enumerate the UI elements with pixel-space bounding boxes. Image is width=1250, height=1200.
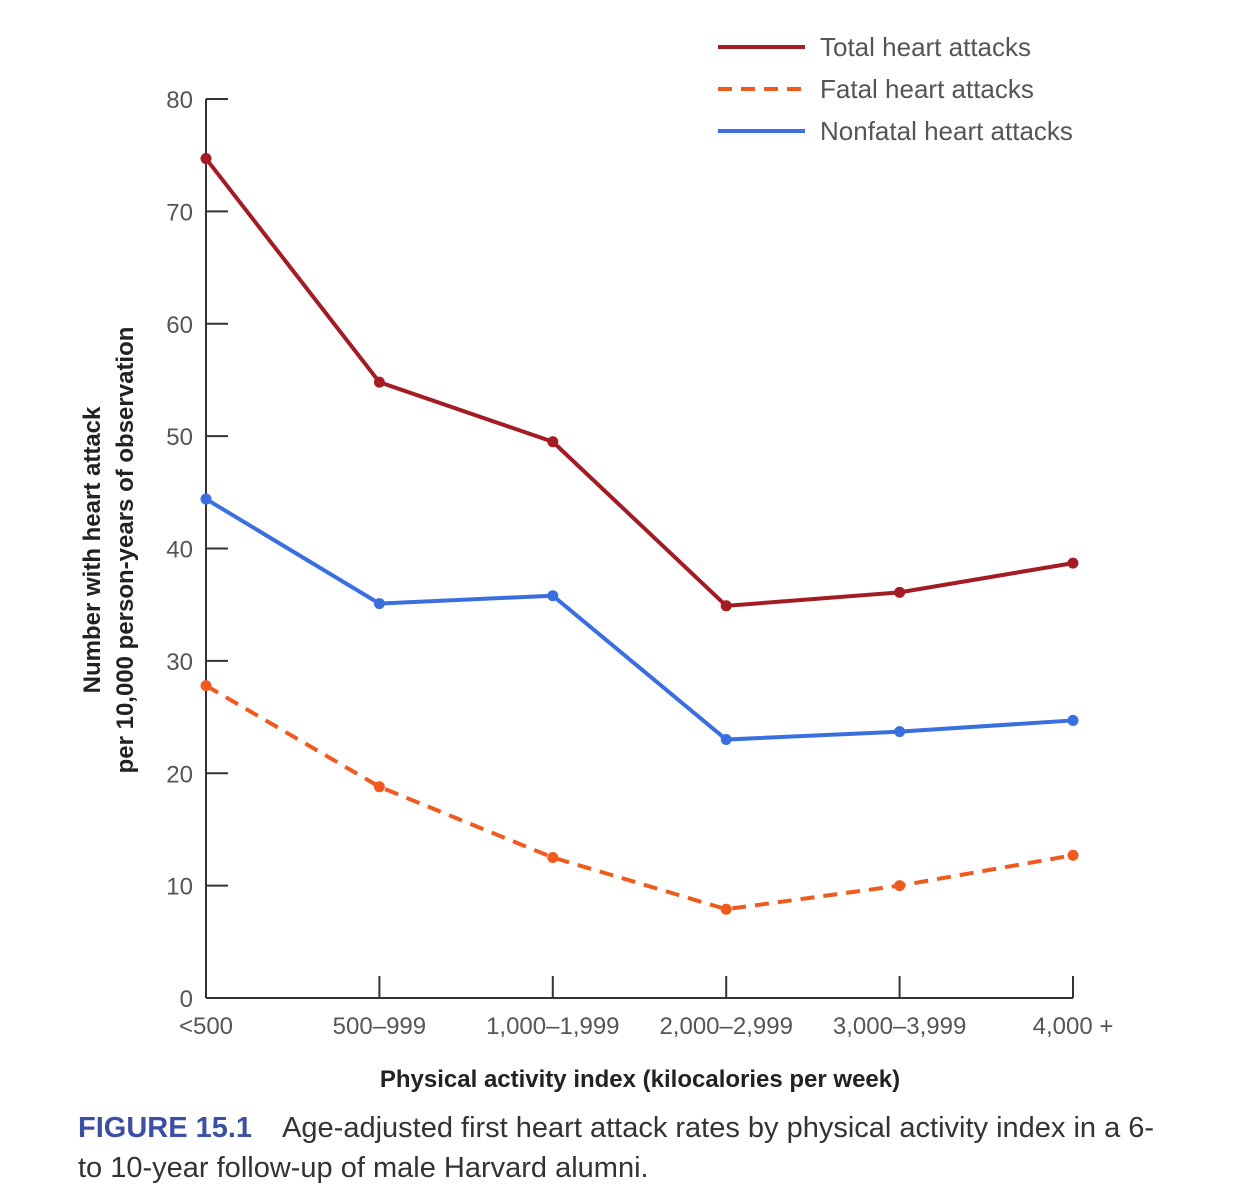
- data-point: [200, 153, 212, 165]
- y-tick-label: 80: [166, 87, 193, 114]
- x-tick-label: 500–999: [333, 1013, 426, 1040]
- data-point: [373, 598, 385, 610]
- data-point: [1067, 557, 1079, 569]
- x-tick-label: 3,000–3,999: [833, 1013, 966, 1040]
- legend: Total heart attacks Fatal heart attacks No…: [718, 32, 1073, 146]
- y-tick-label: 40: [166, 537, 193, 564]
- y-tick-label: 50: [166, 424, 193, 451]
- figure-caption: FIGURE 15.1 Age-adjusted first heart atta…: [78, 1108, 1178, 1188]
- y-axis-label-line1: Number with heart attack: [79, 406, 106, 693]
- figure-label: FIGURE 15.1: [78, 1112, 253, 1144]
- y-tick-label: 70: [166, 199, 193, 226]
- data-point: [200, 680, 212, 692]
- figure-caption-text: Age-adjusted first heart attack rates by…: [78, 1112, 1155, 1184]
- x-axis-label: Physical activity index (kilocalories pe…: [380, 1066, 900, 1093]
- data-point: [547, 436, 559, 448]
- data-point: [373, 376, 385, 388]
- data-point: [894, 586, 906, 598]
- data-point: [894, 726, 906, 738]
- data-point: [720, 600, 732, 612]
- data-point: [373, 781, 385, 793]
- y-tick-label: 30: [166, 649, 193, 676]
- x-tick-label: <500: [179, 1013, 233, 1040]
- x-axis: <500 500–999 1,000–1,999 2,000–2,999 3,000–3…: [179, 976, 1113, 1040]
- y-axis-label-line2: per 10,000 person-years of observation: [112, 327, 139, 774]
- data-point: [200, 493, 212, 505]
- y-tick-label: 10: [166, 874, 193, 901]
- data-point: [720, 734, 732, 746]
- data-point: [720, 903, 732, 915]
- x-tick-label: 1,000–1,999: [486, 1013, 619, 1040]
- series-line: [204, 157, 1074, 608]
- data-point: [547, 590, 559, 602]
- y-tick-label: 0: [180, 986, 193, 1013]
- legend-label: Total heart attacks: [820, 32, 1031, 62]
- x-tick-label: 4,000 +: [1033, 1013, 1114, 1040]
- legend-label: Nonfatal heart attacks: [820, 116, 1073, 146]
- y-tick-label: 20: [166, 761, 193, 788]
- data-point: [1067, 714, 1079, 726]
- y-axis: 0 10 20 30 40 50 60 70 80: [166, 87, 228, 1013]
- y-tick-label: 60: [166, 312, 193, 339]
- series-group: [200, 153, 1079, 915]
- data-point: [1067, 849, 1079, 861]
- x-tick-label: 2,000–2,999: [659, 1013, 792, 1040]
- data-point: [894, 880, 906, 892]
- series-line: [204, 683, 1074, 912]
- series-line: [204, 497, 1074, 742]
- data-point: [547, 852, 559, 864]
- legend-label: Fatal heart attacks: [820, 74, 1034, 104]
